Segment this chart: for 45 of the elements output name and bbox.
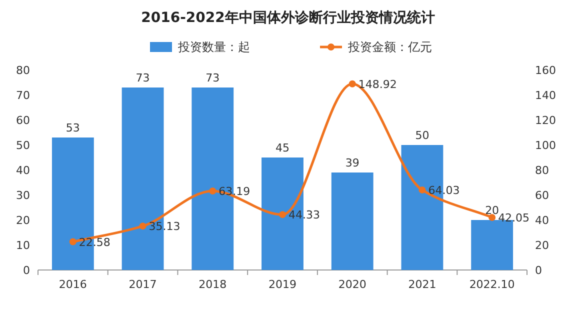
y2-tick-label: 140: [535, 89, 556, 102]
data-label: 73: [136, 72, 150, 84]
data-label: 42.05: [498, 211, 530, 224]
y2-tick-label: 120: [535, 114, 556, 127]
y-tick-label: 20: [16, 214, 30, 227]
point: [279, 211, 286, 218]
legend-label: 投资数量：起: [177, 40, 250, 54]
legend-label: 投资金额：亿元: [347, 40, 432, 54]
y2-tick-label: 0: [535, 264, 542, 277]
data-label: 73: [206, 72, 220, 84]
y-tick-label: 0: [23, 264, 30, 277]
y-tick-label: 80: [16, 64, 30, 77]
point: [418, 186, 426, 194]
data-label: 39: [345, 156, 360, 170]
y-tick-label: 70: [16, 89, 30, 102]
x-tick-label: 2018: [198, 278, 227, 291]
data-label: 20: [485, 204, 500, 217]
x-tick-label: 2017: [128, 278, 157, 291]
y2-tick-label: 40: [535, 214, 549, 227]
y2-tick-label: 80: [535, 164, 549, 177]
y-tick-label: 50: [16, 139, 30, 152]
x-tick-label: 2022.10: [469, 278, 515, 291]
point: [139, 222, 146, 230]
y-tick-label: 60: [16, 114, 30, 127]
bar: [471, 220, 514, 270]
point: [348, 80, 356, 88]
y2-tick-label: 20: [535, 239, 549, 252]
y-tick-label: 40: [16, 164, 30, 177]
data-label: 50: [415, 129, 430, 142]
x-tick-label: 2016: [58, 278, 87, 291]
bar: [331, 172, 374, 270]
y2-tick-label: 160: [535, 64, 556, 77]
y-tick-label: 10: [16, 239, 30, 252]
point: [69, 238, 76, 246]
y2-tick-label: 60: [535, 189, 549, 202]
point: [209, 188, 216, 195]
chart-title: 2016-2022年中国体外诊断行业投资情况统计: [141, 9, 435, 26]
x-tick-label: 2021: [408, 278, 436, 291]
y-tick-label: 30: [16, 189, 30, 202]
data-label: 45: [276, 142, 290, 154]
data-label: 148.92: [358, 78, 397, 91]
x-tick-label: 2020: [338, 278, 366, 291]
data-label: 53: [66, 122, 80, 134]
y2-tick-label: 100: [535, 139, 556, 152]
x-tick-label: 2019: [268, 278, 296, 291]
